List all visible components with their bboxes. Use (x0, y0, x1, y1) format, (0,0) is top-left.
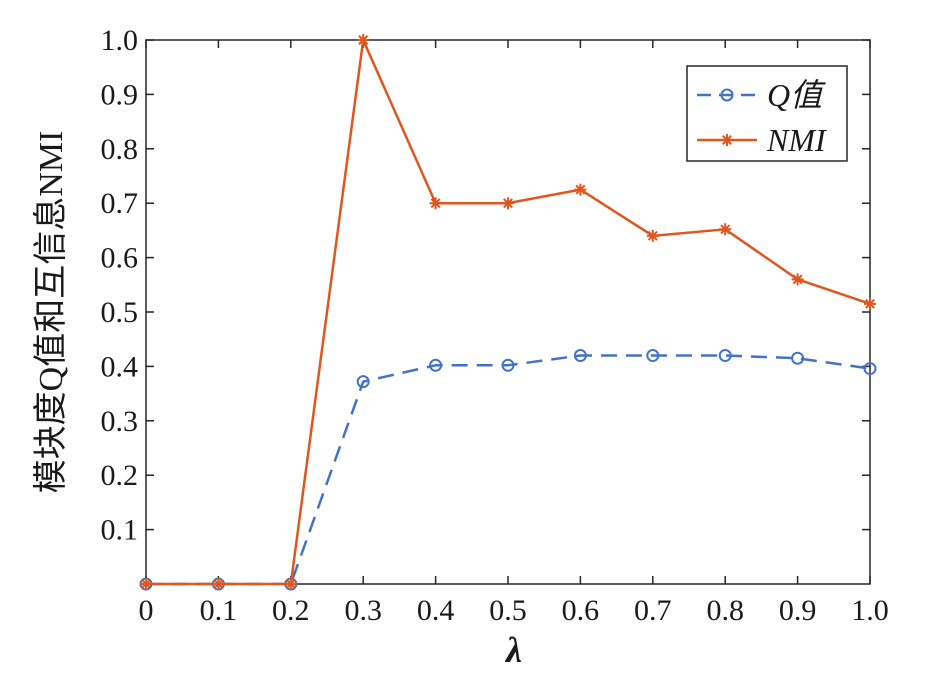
data-point (573, 349, 587, 363)
x-tick-label: 0.2 (272, 594, 310, 627)
data-point (864, 297, 876, 310)
data-point (212, 578, 225, 590)
y-tick-label: 1.0 (101, 24, 139, 57)
y-tick-label: 0.1 (101, 514, 139, 547)
data-point (357, 34, 370, 46)
legend: Q值 NMI (686, 65, 848, 162)
data-point (284, 578, 297, 590)
y-tick-label: 0.9 (101, 78, 139, 111)
data-point (718, 349, 732, 363)
y-tick-label: 0.6 (101, 242, 139, 275)
legend-label: NMI (766, 122, 827, 158)
data-point (140, 578, 152, 590)
y-tick-label: 0.5 (101, 296, 139, 329)
y-tick-label: 0.8 (101, 133, 139, 166)
series-line (146, 354, 871, 586)
x-tick-label: 0.1 (200, 594, 238, 627)
legend-label: Q值 (767, 77, 826, 113)
y-axis-title: 模块度Q值和互信息NMI (32, 131, 70, 494)
data-point (502, 197, 514, 210)
ticks: 0 0.1 0.2 0.3 0.4 0.5 0.6 0.7 0.8 0.9 1.0 0.1 0.2 0.3… (101, 24, 889, 627)
series-1 (140, 34, 876, 590)
y-tick-label: 0.4 (101, 350, 139, 383)
x-tick-label: 1.0 (851, 594, 889, 627)
legend-marker (720, 88, 734, 102)
data-point (429, 197, 442, 210)
data-point (719, 223, 732, 236)
x-tick-label: 0.6 (562, 594, 600, 627)
x-tick-label: 0.8 (706, 594, 744, 627)
data-point (574, 183, 587, 196)
data-point (646, 349, 660, 363)
x-tick-label: 0.7 (634, 594, 672, 627)
x-tick-label: 0.4 (417, 594, 455, 627)
legend-item-0: Q值 (697, 77, 826, 113)
series-0 (139, 349, 877, 591)
data-point (863, 362, 877, 376)
x-tick-label: 0.9 (779, 594, 817, 627)
legend-box (686, 65, 848, 162)
legend-item-1: NMI (697, 122, 827, 158)
x-tick-label: 0.5 (489, 594, 527, 627)
data-point (646, 229, 659, 242)
data-point (501, 358, 515, 372)
x-axis-title: λ (504, 630, 522, 670)
data-point (791, 273, 804, 286)
x-tick-label: 0.3 (344, 594, 382, 627)
y-tick-label: 0.3 (101, 405, 139, 438)
y-tick-label: 0.2 (101, 459, 139, 492)
series-layer (139, 34, 877, 591)
y-tick-label: 0.7 (101, 187, 139, 220)
data-point (356, 375, 370, 389)
data-point (429, 358, 443, 372)
x-tick-label: 0 (139, 594, 154, 627)
data-point (791, 351, 805, 365)
legend-marker (721, 134, 733, 146)
